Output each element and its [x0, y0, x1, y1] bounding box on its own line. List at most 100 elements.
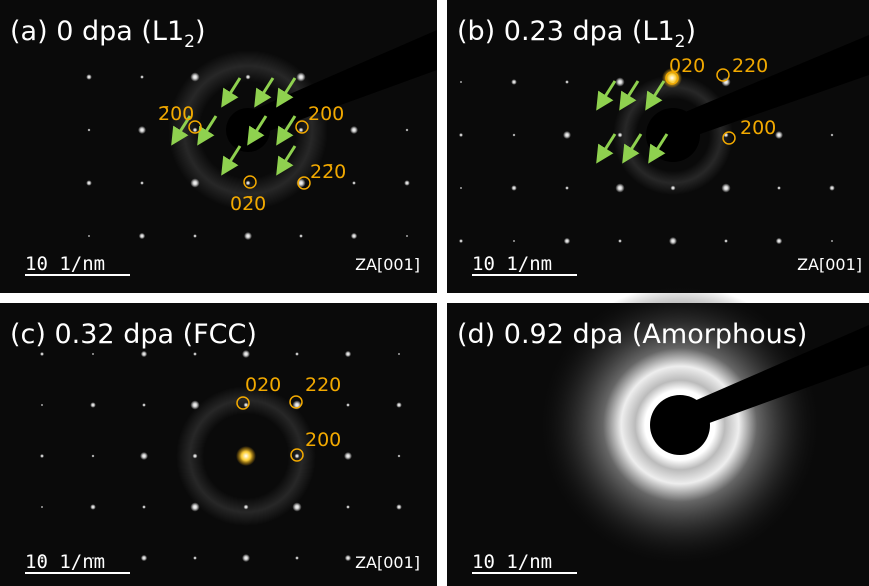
diffraction-spot [344, 452, 352, 460]
title-subscript: 2 [184, 32, 195, 52]
figure: 2̄0020022̄002̄0(a) 0 dpa (L12)10 1/nmZA[… [0, 0, 869, 586]
diffraction-spot [406, 235, 408, 237]
diffraction-spot [345, 351, 351, 357]
diffraction-spot [140, 181, 144, 185]
spot-label: 200 [740, 117, 776, 139]
zone-axis: ZA[001] [355, 553, 420, 572]
diffraction-spot [242, 554, 250, 562]
title-subscript: 2 [675, 32, 686, 52]
diffraction-spot [190, 502, 199, 511]
diffraction-spot [721, 77, 730, 86]
diffraction-spot [564, 238, 570, 244]
bright-spot [236, 446, 256, 466]
diffraction-spot [671, 186, 676, 191]
spot-label: 02̄0 [230, 193, 266, 215]
diffraction-spot [90, 504, 96, 510]
diffraction-spot [398, 455, 401, 458]
diffraction-spot [246, 75, 251, 80]
spot-label: 220 [305, 374, 341, 396]
diffraction-spot [460, 81, 462, 83]
spot-label: 22̄0 [310, 161, 346, 183]
diffraction-spot [350, 126, 358, 134]
scale-bar-label: 10 1/nm [472, 253, 552, 275]
panel-title: (c) 0.32 dpa (FCC) [10, 319, 257, 350]
diffraction-spot [831, 240, 833, 242]
diffraction-spot [829, 185, 835, 191]
diffraction-spot [618, 133, 623, 138]
diffraction-spot [92, 455, 95, 458]
diffraction-spot [396, 504, 402, 510]
diffraction-spot [193, 556, 197, 560]
diffraction-spot [511, 185, 517, 191]
diffraction-spot [193, 454, 198, 459]
panel-title: (d) 0.92 dpa (Amorphous) [457, 319, 807, 350]
diffraction-panel: 2̄00 200 22̄0 02̄0 (a) 0 dpa (L12) 10 1/nm ZA[… [0, 0, 437, 293]
diffraction-spot [721, 183, 730, 192]
diffraction-spot [295, 454, 300, 459]
zone-axis: ZA[001] [797, 255, 862, 274]
scale-bar-label: 10 1/nm [25, 253, 105, 275]
diffraction-spot [511, 79, 517, 85]
diffraction-spot [141, 555, 147, 561]
diffraction-spot [88, 235, 90, 237]
scale-bar-label: 10 1/nm [472, 551, 552, 573]
diffraction-spot [459, 133, 463, 137]
diffraction-spot [296, 72, 305, 81]
diffraction-spot [190, 178, 199, 187]
diffraction-spot [346, 505, 350, 509]
diffraction-spot [41, 404, 43, 406]
diffraction-spot [40, 352, 44, 356]
spot-label: 2̄00 [158, 103, 194, 125]
diffraction-spot [565, 186, 569, 190]
diffraction-spot [618, 239, 622, 243]
title-text: (c) 0.32 dpa (FCC) [10, 319, 257, 350]
spot-label: 200 [305, 429, 341, 451]
beam-stop [650, 395, 710, 455]
diffraction-spot [724, 239, 728, 243]
diffraction-spot [396, 402, 402, 408]
title-end: ) [685, 16, 696, 47]
diffraction-spot [140, 452, 148, 460]
diffraction-spot [351, 233, 357, 239]
diffraction-spot [565, 80, 569, 84]
diffraction-spot [345, 555, 351, 561]
diffraction-spot [90, 402, 96, 408]
spot-label: 020 [245, 374, 281, 396]
diffraction-spot [193, 352, 197, 356]
diffraction-panel: 020 220 200 (c) 0.32 dpa (FCC) 10 1/nm ZA[001… [0, 303, 437, 586]
panels: 2̄0020022̄002̄0(a) 0 dpa (L12)10 1/nmZA[… [0, 0, 869, 586]
title-text: (d) 0.92 dpa (Amorphous) [457, 319, 807, 350]
diffraction-spot [615, 77, 624, 86]
diffraction-spot [40, 454, 44, 458]
diffraction-spot [86, 180, 92, 186]
zone-axis: ZA[001] [355, 255, 420, 274]
diffraction-spot [398, 353, 400, 355]
diffraction-spot [295, 556, 299, 560]
diffraction-spot [776, 238, 782, 244]
scale-bar-label: 10 1/nm [25, 551, 105, 573]
title-end: ) [195, 16, 206, 47]
panel-title: (b) 0.23 dpa (L12) [457, 16, 696, 52]
diffraction-spot [563, 131, 571, 139]
diffraction-spot [242, 350, 250, 358]
diffraction-spot [141, 351, 147, 357]
diffraction-spot [92, 353, 94, 355]
diffraction-spot [139, 233, 145, 239]
diffraction-spot [513, 134, 516, 137]
spot-label: 020 [669, 55, 705, 77]
title-text: (a) 0 dpa (L1 [10, 16, 184, 47]
diffraction-spot [669, 237, 677, 245]
diffraction-spot [41, 506, 43, 508]
diffraction-spot [831, 134, 834, 137]
diffraction-spot [244, 232, 252, 240]
diffraction-spot [460, 187, 462, 189]
diffraction-spot [246, 181, 251, 186]
panel-title: (a) 0 dpa (L12) [10, 16, 206, 52]
diffraction-spot [513, 240, 515, 242]
beam-stop [226, 108, 270, 152]
diffraction-spot [142, 505, 146, 509]
diffraction-spot [352, 181, 356, 185]
diffraction-spot [190, 400, 199, 409]
spot-label: 200 [308, 103, 344, 125]
